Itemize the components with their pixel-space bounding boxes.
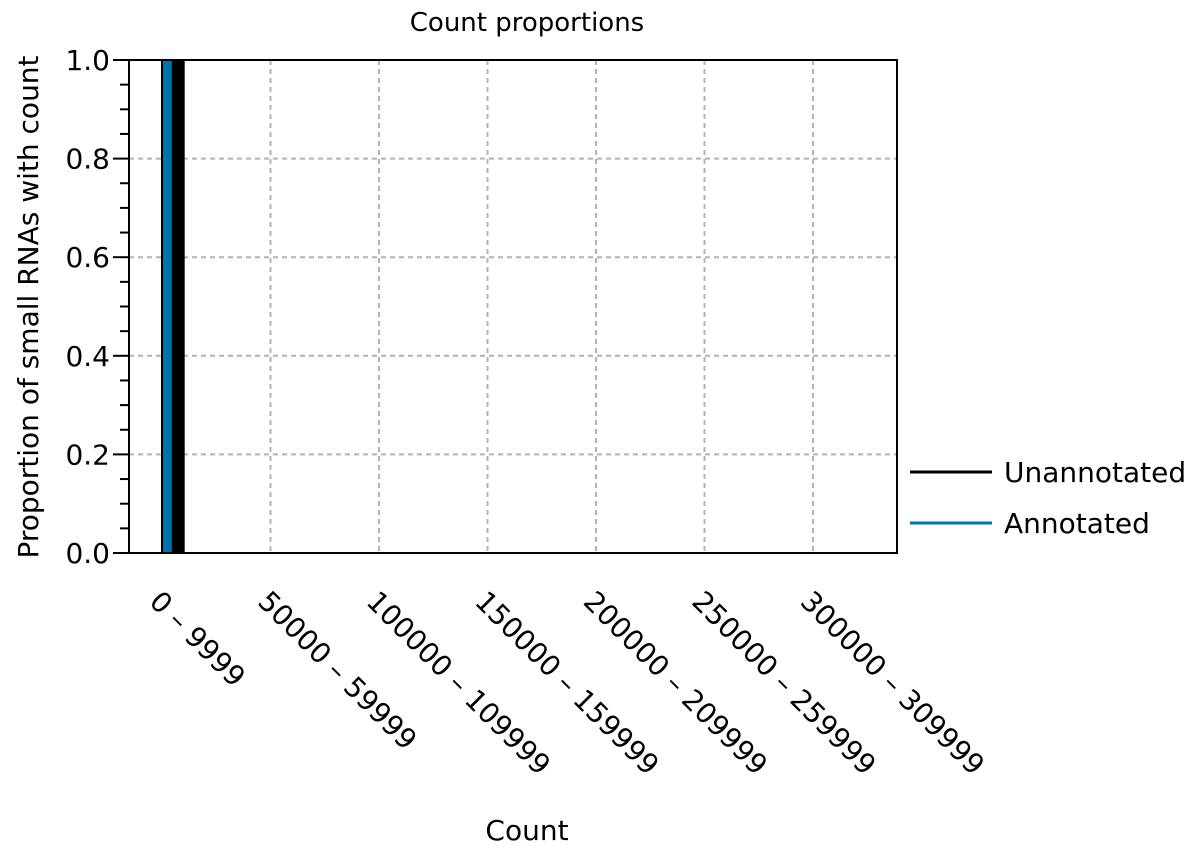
grid-lines [129, 60, 897, 553]
y-tick-label: 0.8 [65, 143, 110, 176]
y-tick-label: 1.0 [65, 44, 110, 77]
y-tick-label: 0.4 [65, 340, 110, 373]
y-axis: 0.0 0.2 0.4 0.6 0.8 1.0 [65, 44, 129, 570]
y-tick-label: 0.0 [65, 537, 110, 570]
y-tick-label: 0.2 [65, 438, 110, 471]
bar-unannotated [171, 59, 185, 554]
chart-title: Count proportions [410, 8, 644, 38]
bars [161, 59, 185, 554]
legend-label-annotated: Annotated [1004, 507, 1150, 540]
x-axis-label: Count [485, 814, 568, 847]
legend-label-unannotated: Unannotated [1004, 456, 1186, 489]
y-tick-label: 0.6 [65, 241, 110, 274]
y-axis-label: Proportion of small RNAs with count [12, 55, 45, 558]
bar-annotated [161, 59, 174, 554]
legend: Unannotated Annotated [910, 456, 1186, 540]
